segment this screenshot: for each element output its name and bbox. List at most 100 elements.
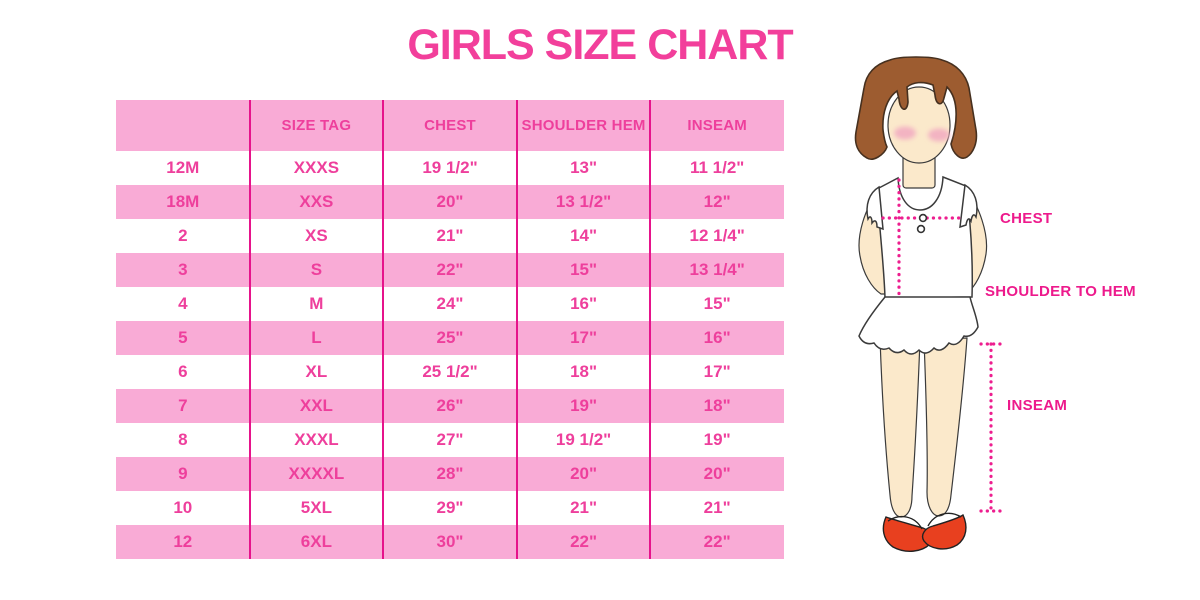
column-divider [248, 100, 251, 559]
shoe-left-strap [887, 515, 923, 530]
table-cell: S [310, 260, 323, 279]
girl-figure [854, 56, 1004, 552]
column-header: INSEAM [687, 117, 747, 134]
table-cell: 22" [703, 532, 731, 551]
shoulder-to-hem-label: SHOULDER TO HEM [985, 283, 1136, 300]
table-cell: 3 [178, 260, 188, 279]
table-cell: 19" [570, 396, 598, 415]
column-header: SHOULDER HEM [521, 117, 646, 134]
table-cell: 6 [178, 362, 188, 381]
table-cell: 6XL [300, 532, 332, 551]
column-header [116, 100, 250, 151]
table-cell: 11 1/2" [689, 158, 745, 177]
shoulder-ruffle-right [959, 183, 978, 229]
cheek-left-blush [894, 126, 916, 140]
table-cell: 8 [178, 430, 188, 449]
table-row: 12M XXXS 19 1/2" 13" 11 1/2" [116, 151, 784, 185]
table-cell: 29" [436, 498, 464, 517]
table-cell: 15" [703, 294, 731, 313]
table-row: 7 XXL 26" 19" 18" [116, 389, 784, 423]
table-cell: 25 1/2" [422, 362, 478, 381]
table-cell: 12" [703, 192, 731, 211]
cheek-right-blush [928, 128, 950, 142]
table-cell: 7 [178, 396, 188, 415]
button-bottom [916, 224, 926, 234]
table-row: 3 S 22" 15" 13 1/4" [116, 253, 784, 287]
table-cell: 28" [436, 464, 464, 483]
table-row: 5 L 25" 17" 16" [116, 321, 784, 355]
table-cell: 21" [436, 226, 464, 245]
table-cell: 14" [570, 226, 598, 245]
table-cell: 20" [436, 192, 464, 211]
table-row: 4 M 24" 16" 15" [116, 287, 784, 321]
chest-label: CHEST [1000, 210, 1053, 227]
table-cell: 5 [178, 328, 188, 347]
column-header: CHEST [424, 117, 476, 134]
button-top [918, 213, 928, 223]
column-header: SIZE TAG [281, 117, 352, 134]
table-cell: 13" [570, 158, 598, 177]
table-cell: 10 [173, 498, 193, 517]
header-row: SIZE TAG CHEST SHOULDER HEM INSEAM [116, 100, 784, 151]
table-cell: 17" [570, 328, 598, 347]
table-cell: 2 [178, 226, 188, 245]
table-cell: M [309, 294, 324, 313]
girl-illustration [854, 56, 1004, 552]
table-cell: 18" [703, 396, 731, 415]
table-cell: 22" [570, 532, 598, 551]
table-row: 10 5XL 29" 21" 21" [116, 491, 784, 525]
table-cell: 12M [166, 158, 200, 177]
table-cell: 16" [703, 328, 731, 347]
table-cell: 24" [436, 294, 464, 313]
table-cell: 22" [436, 260, 464, 279]
size-chart-table: SIZE TAG CHEST SHOULDER HEM INSEAM 12M XXXS 1… [116, 100, 784, 559]
table-cell: XXXL [294, 430, 339, 449]
table-cell: 19 1/2" [555, 430, 612, 449]
inseam-label: INSEAM [1007, 397, 1068, 414]
table-cell: XXXS [293, 158, 340, 177]
table-cell: 13 1/4" [689, 260, 745, 279]
column-divider [649, 100, 652, 559]
table-cell: 18M [166, 192, 200, 211]
table-cell: 19 1/2" [422, 158, 478, 177]
column-divider [382, 100, 385, 559]
leg-right [923, 337, 968, 517]
table-cell: 12 [173, 532, 193, 551]
table-body: 12M XXXS 19 1/2" 13" 11 1/2" 18M XXS 20" 13 1/2"… [116, 151, 784, 559]
hair [854, 56, 978, 160]
table-cell: XXL [299, 396, 333, 415]
table-cell: XXS [299, 192, 334, 211]
table-row: 2 XS 21" 14" 12 1/4" [116, 219, 784, 253]
table-cell: 13 1/2" [555, 192, 612, 211]
table-cell: XL [305, 362, 328, 381]
table-row: 12 6XL 30" 22" 22" [116, 525, 784, 559]
table-cell: 17" [703, 362, 731, 381]
table-cell: 12 1/4" [689, 226, 745, 245]
page-title: GIRLS SIZE CHART [407, 21, 793, 69]
shoulder-ruffle-left [866, 185, 884, 231]
table-cell: 15" [570, 260, 598, 279]
table-cell: 20" [703, 464, 731, 483]
table-cell: 4 [178, 294, 188, 313]
table-cell: 25" [436, 328, 464, 347]
table-cell: 30" [436, 532, 464, 551]
table-cell: 18" [570, 362, 598, 381]
top-garment [876, 175, 973, 299]
table-cell: 21" [570, 498, 598, 517]
table-cell: 16" [570, 294, 598, 313]
table-cell: L [311, 328, 322, 347]
skirt [858, 296, 979, 355]
table-cell: 20" [570, 464, 598, 483]
table-row: 6 XL 25 1/2" 18" 17" [116, 355, 784, 389]
table-row: 18M XXS 20" 13 1/2" 12" [116, 185, 784, 219]
shoe-right-strap [927, 512, 962, 527]
table-cell: XS [305, 226, 328, 245]
column-divider [515, 100, 518, 559]
table-row: 9 XXXXL 28" 20" 20" [116, 457, 784, 491]
table-cell: 9 [178, 464, 188, 483]
table-cell: XXXXL [288, 464, 345, 483]
leg-left [879, 337, 921, 518]
table-cell: 5XL [300, 498, 332, 517]
table-cell: 19" [703, 430, 731, 449]
table-cell: 21" [703, 498, 731, 517]
